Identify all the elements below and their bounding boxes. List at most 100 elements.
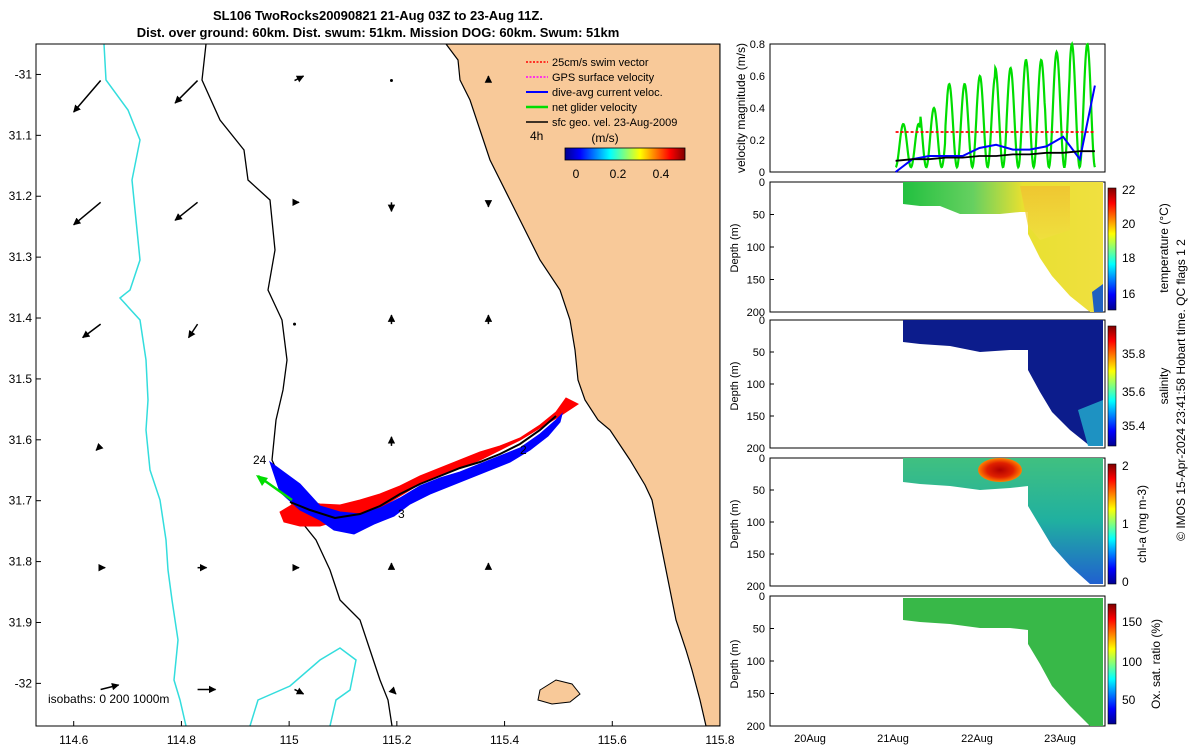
map-ytick-label: 31.5 bbox=[9, 372, 33, 386]
colorbar-tick-0: 0 bbox=[573, 167, 580, 181]
net-glider-arrowhead bbox=[256, 475, 268, 486]
colorbar-tick-1: 0.2 bbox=[610, 167, 627, 181]
dive-avg-band bbox=[269, 412, 563, 535]
velocity-ylabel: velocity magnitude (m/s) bbox=[734, 43, 748, 173]
velocity-ytick-3: 0.6 bbox=[750, 71, 765, 83]
velocity-yticks: 0 0.2 0.4 0.6 0.8 bbox=[750, 39, 765, 179]
map-legend: 25cm/s swim vector GPS surface velocity … bbox=[526, 57, 686, 181]
salinity-cbar-tick-2: 35.8 bbox=[1122, 347, 1146, 361]
scale-label: 4h bbox=[530, 129, 543, 143]
map-ytick-label: 31.1 bbox=[9, 128, 33, 142]
isobath-1000-lobe bbox=[249, 647, 357, 726]
depth-tick-label: 150 bbox=[747, 689, 765, 701]
salinity-cbar-label: salinity bbox=[1157, 368, 1171, 405]
oxygen-panel: 50 100 150 Ox. sat. ratio (%) Depth (m) bbox=[729, 595, 1163, 727]
temperature-cbar-label: temperature (°C) bbox=[1157, 203, 1171, 293]
land-polygon bbox=[445, 44, 720, 726]
map-frame bbox=[35, 43, 721, 727]
salinity-deep-fresh bbox=[1078, 400, 1103, 446]
velocity-ytick-4: 0.8 bbox=[750, 39, 765, 51]
series-sfc_geo bbox=[895, 150, 1095, 162]
chla-cbar-label: chl-a (mg m-3) bbox=[1135, 485, 1149, 563]
time-tick-23aug: 23Aug bbox=[1044, 733, 1076, 745]
temperature-panel: 16 18 20 22 temperature (°C) Depth (m) bbox=[729, 181, 1171, 313]
depth-tick-label: 100 bbox=[747, 656, 765, 668]
map-xtick-label: 115.8 bbox=[705, 733, 734, 747]
depth-tick-label: 150 bbox=[747, 275, 765, 287]
depth-tick-label: 100 bbox=[747, 517, 765, 529]
oxygen-cbar bbox=[1107, 603, 1117, 725]
velocity-panel: velocity magnitude (m/s) 0 0.2 0.4 0.6 0… bbox=[734, 39, 1106, 179]
depth-tick-label: 150 bbox=[747, 411, 765, 423]
map-ytick-label: -31 bbox=[15, 67, 33, 81]
temperature-ylabel: Depth (m) bbox=[729, 224, 741, 273]
time-tick-21aug: 21Aug bbox=[877, 733, 909, 745]
series-dive_avg bbox=[894, 85, 1096, 173]
colorbar-tick-2: 0.4 bbox=[653, 167, 670, 181]
depth-tick-label: 200 bbox=[747, 581, 765, 593]
temperature-cbar-tick-2: 20 bbox=[1122, 217, 1136, 231]
legend-label-gps: GPS surface velocity bbox=[552, 72, 655, 84]
sfc-geo-vector bbox=[187, 323, 199, 339]
legend-label-dive: dive-avg current veloc. bbox=[552, 87, 663, 99]
sfc-geo-vector bbox=[82, 323, 102, 339]
figure-title-line1: SL106 TwoRocks20090821 21-Aug 03Z to 23-… bbox=[213, 8, 543, 23]
depth-tick-label: 0 bbox=[759, 591, 765, 603]
depth-tick-label: 100 bbox=[747, 379, 765, 391]
depth-tick-label: 200 bbox=[747, 721, 765, 733]
isobath-note: isobaths: 0 200 1000m bbox=[48, 692, 169, 706]
oxygen-cbar-tick-0: 50 bbox=[1122, 693, 1136, 707]
salinity-ylabel: Depth (m) bbox=[729, 362, 741, 411]
oxygen-cbar-tick-2: 150 bbox=[1122, 615, 1142, 629]
sfc-geo-vector bbox=[294, 75, 305, 83]
track-label-2: 2 bbox=[520, 443, 527, 457]
temperature-deep-cold bbox=[1092, 284, 1103, 312]
temperature-cbar bbox=[1107, 187, 1117, 311]
island-polygon bbox=[537, 679, 581, 705]
sfc-geo-vector bbox=[388, 686, 397, 695]
map-ytick-label: 31.2 bbox=[9, 189, 33, 203]
map-ytick-label: 31.7 bbox=[9, 494, 33, 508]
sfc-geo-vector bbox=[73, 80, 102, 113]
map-xtick-label: 115.6 bbox=[598, 733, 627, 747]
isobath-1000 bbox=[103, 44, 187, 726]
chla-ylabel: Depth (m) bbox=[729, 500, 741, 549]
chla-cbar bbox=[1107, 463, 1117, 585]
colorbar-label: (m/s) bbox=[591, 131, 618, 145]
depth-tick-label: 50 bbox=[753, 485, 765, 497]
salinity-cbar-tick-1: 35.6 bbox=[1122, 385, 1146, 399]
oxygen-ylabel: Depth (m) bbox=[729, 640, 741, 689]
footer-copyright: © IMOS 15-Apr-2024 23:41:58 Hobart time.… bbox=[1174, 239, 1188, 541]
depth-tick-label: 200 bbox=[747, 307, 765, 319]
salinity-cbar bbox=[1107, 325, 1117, 447]
depth-tick-label: 50 bbox=[753, 624, 765, 636]
sfc-geo-vector bbox=[95, 442, 104, 451]
map-ytick-label: 31.8 bbox=[9, 555, 33, 569]
depth-tick-label: 150 bbox=[747, 549, 765, 561]
oxygen-section bbox=[903, 598, 1103, 726]
map-ytick-label: 31.3 bbox=[9, 250, 33, 264]
temperature-cbar-tick-3: 22 bbox=[1122, 183, 1136, 197]
chla-cbar-tick-1: 1 bbox=[1122, 517, 1129, 531]
map-xtick-label: 115.2 bbox=[382, 733, 411, 747]
chla-bloom bbox=[978, 458, 1022, 482]
velocity-axes-box bbox=[769, 43, 1106, 173]
colorbar bbox=[564, 147, 686, 161]
sfc-geo-vector bbox=[294, 687, 305, 695]
salinity-panel: 35.4 35.6 35.8 salinity Depth (m) bbox=[729, 319, 1171, 449]
salinity-section bbox=[903, 320, 1103, 446]
time-axis: 20Aug 21Aug 22Aug 23Aug bbox=[794, 733, 1076, 745]
legend-label-net: net glider velocity bbox=[552, 102, 637, 114]
map-xtick-label: 114.6 bbox=[59, 733, 88, 747]
map-ytick-label: 31.9 bbox=[9, 615, 33, 629]
temperature-warm-core bbox=[1020, 186, 1070, 240]
sfc-geo-vector bbox=[389, 79, 393, 83]
depth-tick-label: 200 bbox=[747, 443, 765, 455]
track-label-24: 24 bbox=[253, 453, 267, 467]
figure-title-line2: Dist. over ground: 60km. Dist. swum: 51k… bbox=[137, 25, 620, 40]
depth-tick-label: 0 bbox=[759, 177, 765, 189]
isobath-200 bbox=[201, 44, 393, 726]
chla-cbar-tick-2: 2 bbox=[1122, 459, 1129, 473]
map-xtick-label: 114.8 bbox=[167, 733, 196, 747]
